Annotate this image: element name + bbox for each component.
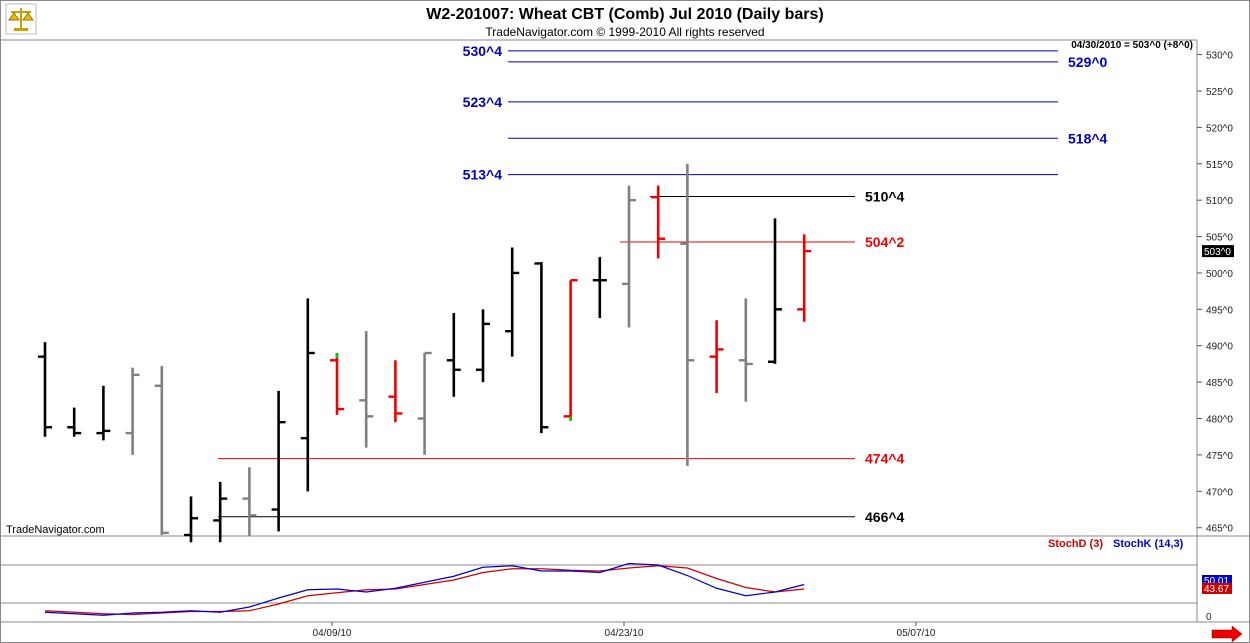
stoch-k-line — [44, 562, 805, 616]
chart-subtitle: TradeNavigator.com © 1999-2010 All right… — [485, 25, 764, 39]
level-label: 530^4 — [463, 43, 503, 59]
stoch-zero-label: 0 — [1206, 612, 1212, 623]
price-tick-label: 495^0 — [1206, 305, 1233, 316]
level-label: 518^4 — [1068, 130, 1108, 146]
price-tick-label: 525^0 — [1206, 87, 1233, 98]
level-label: 510^4 — [865, 189, 905, 205]
date-tick-label: 04/23/10 — [605, 628, 644, 639]
price-tick-label: 510^0 — [1206, 196, 1233, 207]
price-tick-label: 475^0 — [1206, 451, 1233, 462]
price-tick-label: 505^0 — [1206, 233, 1233, 244]
stoch-d-legend: StochD (3) — [1048, 538, 1103, 550]
current-price-label: 503^0 — [1204, 247, 1231, 258]
stoch-d-value-tag — [1202, 583, 1232, 594]
scroll-forward-arrow-icon[interactable] — [1211, 625, 1243, 643]
date-axis: 04/09/10 04/23/10 05/07/10 — [313, 622, 936, 639]
chart-title: W2-201007: Wheat CBT (Comb) Jul 2010 (Da… — [426, 6, 823, 23]
price-tick-label: 470^0 — [1206, 487, 1233, 498]
price-tick-label: 500^0 — [1206, 269, 1233, 280]
level-label: 529^0 — [1068, 54, 1108, 70]
watermark: TradeNavigator.com — [6, 524, 105, 536]
current-price-tag: 503^0 — [1202, 245, 1234, 258]
level-label: 523^4 — [463, 94, 503, 110]
price-tick-label: 520^0 — [1206, 123, 1233, 134]
date-tick-label: 04/09/10 — [313, 628, 352, 639]
stochastic-panel: StochD (3) StochK (14,3) 50.01 43.67 0 — [1, 538, 1232, 623]
support-resistance-levels: 530^4 529^0 523^4 518^4 513^4 510^4 504^2 474^4… — [218, 43, 1108, 525]
stoch-d-line — [44, 565, 805, 616]
price-axis-ticks: 465^0 470^0 475^0 480^0 485^0 490^0 495^0 500^0… — [1197, 51, 1233, 535]
price-tick-label: 480^0 — [1206, 415, 1233, 426]
level-label: 474^4 — [865, 451, 905, 467]
stoch-k-legend: StochK (14,3) — [1113, 538, 1184, 550]
price-tick-label: 490^0 — [1206, 342, 1233, 353]
scales-logo-icon — [5, 3, 37, 35]
price-tick-label: 530^0 — [1206, 51, 1233, 62]
date-tick-label: 05/07/10 — [897, 628, 936, 639]
level-label: 513^4 — [463, 167, 503, 183]
price-tick-label: 485^0 — [1206, 378, 1233, 389]
stoch-d-value: 43.67 — [1204, 584, 1229, 595]
price-bars — [38, 163, 812, 543]
stoch-k-value-tag — [1202, 575, 1232, 586]
level-label: 504^2 — [865, 234, 905, 250]
last-price-note: 04/30/2010 = 503^0 (+8^0) — [1071, 40, 1193, 51]
level-label: 466^4 — [865, 509, 905, 525]
price-tick-label: 465^0 — [1206, 524, 1233, 535]
stoch-k-value: 50.01 — [1204, 576, 1229, 587]
price-tick-label: 515^0 — [1206, 160, 1233, 171]
